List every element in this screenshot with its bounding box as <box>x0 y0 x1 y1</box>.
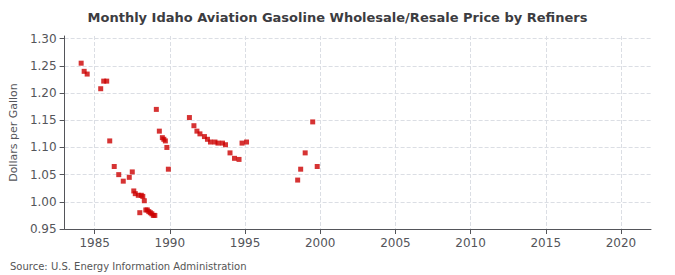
svg-text:1.05: 1.05 <box>30 168 57 182</box>
svg-text:1.30: 1.30 <box>30 32 57 46</box>
svg-text:1.20: 1.20 <box>30 86 57 100</box>
svg-text:1995: 1995 <box>230 236 261 250</box>
svg-text:Dollars per Gallon: Dollars per Gallon <box>7 83 20 182</box>
svg-text:1.00: 1.00 <box>30 195 57 209</box>
svg-text:1.25: 1.25 <box>30 59 57 73</box>
svg-text:Monthly Idaho Aviation Gasolin: Monthly Idaho Aviation Gasoline Wholesal… <box>88 10 588 25</box>
svg-text:1985: 1985 <box>79 236 110 250</box>
svg-text:Source: U.S. Energy Informatio: Source: U.S. Energy Information Administ… <box>10 261 247 272</box>
svg-text:2005: 2005 <box>380 236 411 250</box>
svg-text:0.95: 0.95 <box>30 222 57 236</box>
svg-text:1.10: 1.10 <box>30 140 57 154</box>
svg-text:2010: 2010 <box>455 236 486 250</box>
svg-text:2020: 2020 <box>606 236 637 250</box>
svg-text:1.15: 1.15 <box>30 113 57 127</box>
svg-text:2000: 2000 <box>305 236 336 250</box>
svg-text:2015: 2015 <box>530 236 561 250</box>
svg-text:1990: 1990 <box>155 236 186 250</box>
